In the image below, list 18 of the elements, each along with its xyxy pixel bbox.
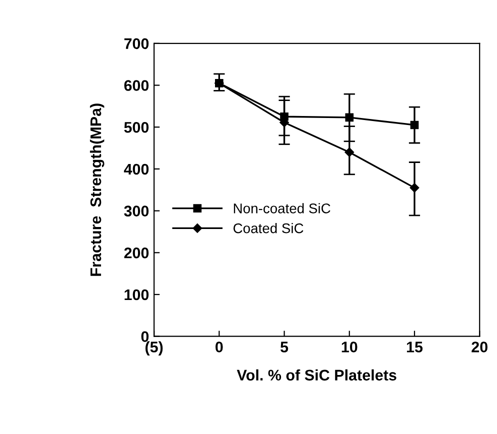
y-tick-label: 100 — [124, 289, 149, 300]
x-tick-label: 10 — [342, 342, 358, 352]
x-tick-label: 15 — [406, 342, 423, 352]
y-tick-label: 300 — [124, 206, 149, 217]
y-tick-label: 0 — [141, 331, 149, 342]
x-tick-label: 0 — [216, 342, 223, 352]
legend-label: Coated SiC — [234, 223, 304, 234]
y-tick-label: 400 — [124, 164, 149, 175]
x-tick-label: 5 — [280, 342, 288, 352]
y-tick-label: 600 — [124, 80, 149, 91]
x-tick-label: 20 — [472, 342, 488, 352]
legend-label: Non-coated SiC — [234, 203, 330, 214]
y-tick-label: 500 — [124, 122, 149, 133]
y-tick-label: 200 — [124, 248, 149, 258]
x-tick-label: (5) — [145, 341, 163, 356]
y-axis-title: Fracture Strength(MPa) — [90, 104, 104, 276]
y-tick-label: 700 — [124, 38, 149, 50]
x-axis-title: Vol. % of SiC Platelets — [236, 369, 396, 381]
